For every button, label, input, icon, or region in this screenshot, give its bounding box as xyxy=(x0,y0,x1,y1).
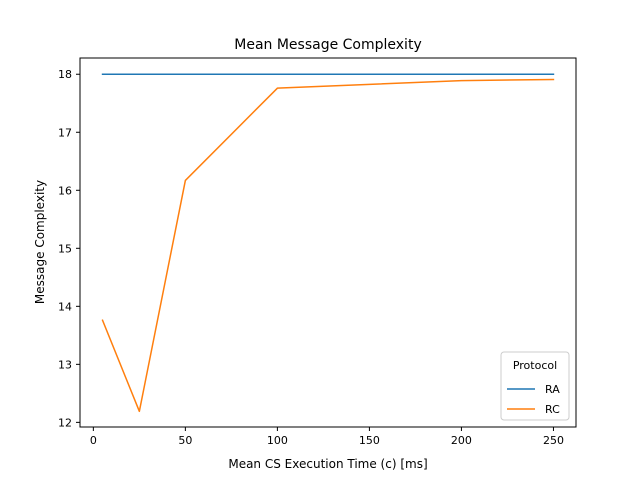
x-tick-label: 200 xyxy=(451,434,472,447)
y-axis-ticks: 12 13 14 15 16 17 18 xyxy=(58,68,80,429)
legend-label-ra: RA xyxy=(545,383,560,396)
legend-box xyxy=(500,351,570,421)
y-tick-label: 15 xyxy=(58,242,72,255)
chart-title: Mean Message Complexity xyxy=(234,37,421,53)
x-tick-label: 100 xyxy=(267,434,288,447)
y-tick-label: 14 xyxy=(58,300,72,313)
chart-marks xyxy=(101,73,555,413)
legend-title: Protocol xyxy=(513,359,557,372)
series-line-rc xyxy=(101,78,555,413)
x-tick-label: 50 xyxy=(178,434,192,447)
x-tick-label: 150 xyxy=(359,434,380,447)
y-tick-label: 16 xyxy=(58,184,72,197)
legend-label-rc: RC xyxy=(545,403,560,416)
y-tick-label: 12 xyxy=(58,416,72,429)
legend: Protocol RA RC xyxy=(500,351,570,421)
plot-area-frame xyxy=(79,57,577,428)
x-axis-ticks: 0 50 100 150 200 250 xyxy=(90,427,564,447)
y-tick-label: 17 xyxy=(58,126,72,139)
x-axis-label: Mean CS Execution Time (c) [ms] xyxy=(228,457,427,471)
x-tick-label: 250 xyxy=(543,434,564,447)
y-tick-label: 13 xyxy=(58,358,72,371)
y-tick-label: 18 xyxy=(58,68,72,81)
x-tick-label: 0 xyxy=(90,434,97,447)
y-axis-label: Message Complexity xyxy=(33,180,47,304)
